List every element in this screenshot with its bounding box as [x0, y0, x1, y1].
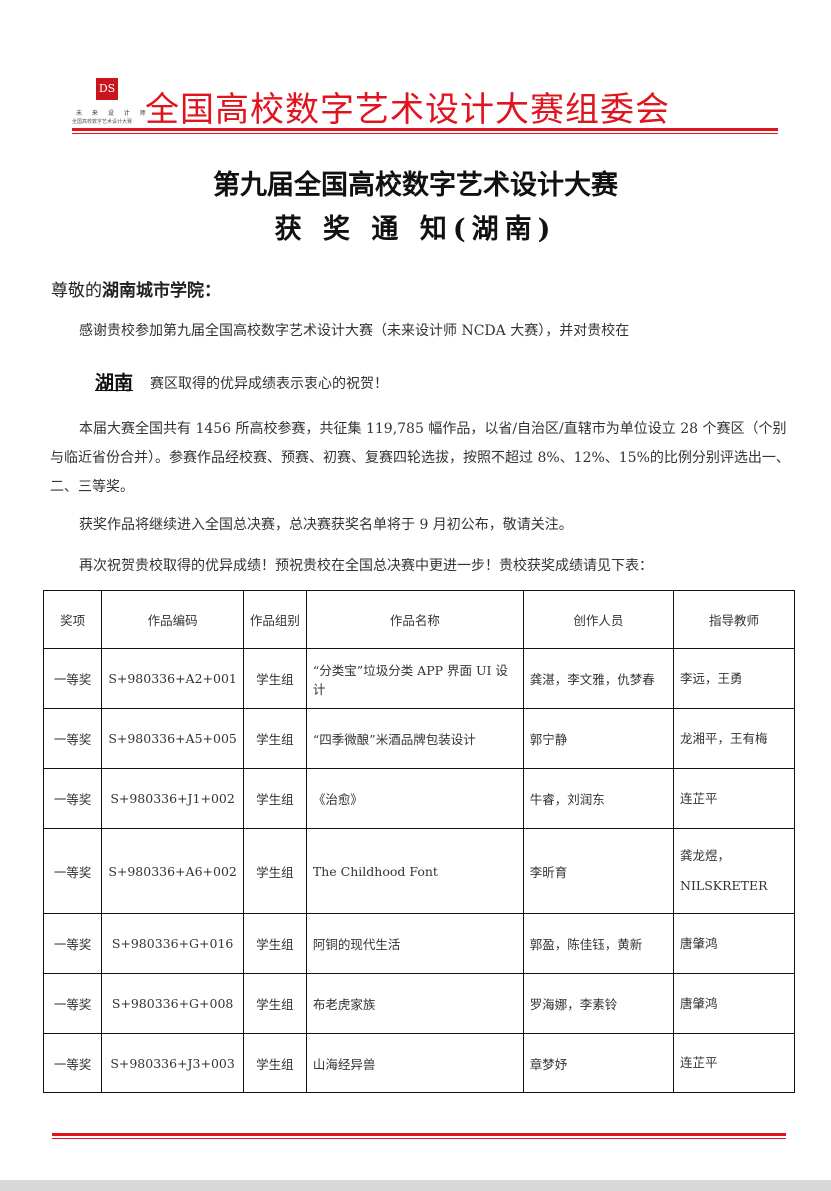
- table-cell: 一等奖: [42, 828, 103, 914]
- greeting: 尊敬的湖南城市学院：: [51, 276, 221, 301]
- table-cell: The Childhood Font: [305, 828, 524, 914]
- table-row: 一等奖 S+980336+J1+002 学生组 《治愈》 牛睿，刘润东 连芷平: [42, 768, 795, 829]
- table-cell: “分类宝”垃圾分类 APP 界面 UI 设计: [305, 648, 524, 709]
- paragraph-3: 本届大赛全国共有 1456 所高校参赛，共征集 119,785 幅作品，以省/自…: [50, 421, 790, 495]
- table-cell: 阿铜的现代生活: [305, 913, 524, 974]
- table-cell: 李远，王勇: [673, 648, 795, 709]
- header-divider: [72, 128, 778, 131]
- table-cell: S+980336+J3+003: [101, 1033, 244, 1093]
- table-cell: 龚湛，李文雅，仇梦春: [522, 648, 675, 709]
- footer-divider: [52, 1133, 786, 1136]
- greeting-suffix: ：: [204, 281, 221, 301]
- table-cell: 牛睿，刘润东: [522, 768, 675, 829]
- table-cell: 一等奖: [42, 1033, 103, 1093]
- region-name: 湖南: [95, 372, 134, 394]
- table-cell: 一等奖: [42, 648, 103, 709]
- paragraph-2: 赛区取得的优异成绩表示衷心的祝贺！: [150, 376, 388, 392]
- table-cell: 连芷平: [673, 768, 795, 829]
- table-cell: 学生组: [242, 973, 307, 1034]
- table-cell: 章梦妤: [522, 1033, 675, 1093]
- greeting-prefix: 尊敬的: [51, 281, 102, 301]
- table-cell: S+980336+A2+001: [101, 648, 244, 709]
- table-header-cell: 创作人员: [522, 590, 675, 649]
- table-row: 一等奖 S+980336+A2+001 学生组 “分类宝”垃圾分类 APP 界面 UI…: [42, 648, 795, 709]
- table-row: 一等奖 S+980336+A5+005 学生组 “四季微酿”米酒品牌包装设计 郭宁静 龙湘…: [42, 708, 795, 769]
- table-cell: S+980336+A5+005: [101, 708, 244, 769]
- table-header-cell: 指导教师: [673, 590, 795, 649]
- table-header-cell: 作品编码: [101, 590, 244, 649]
- table-cell: 学生组: [242, 828, 307, 914]
- table-cell: 郭盈，陈佳钰，黄新: [522, 913, 675, 974]
- table-cell: 布老虎家族: [305, 973, 524, 1034]
- doc-title: 第九届全国高校数字艺术设计大赛: [213, 170, 618, 201]
- table-cell: 一等奖: [42, 973, 103, 1034]
- doc-subtitle: 获 奖 通 知(湖南): [274, 214, 557, 245]
- table-cell: 连芷平: [673, 1033, 795, 1093]
- awards-table: 奖项 作品编码 作品组别 作品名称 创作人员 指导教师 一等奖 S+980336+A2+00…: [42, 590, 795, 1093]
- table-row: 一等奖 S+980336+A6+002 学生组 The Childhood Font 李…: [42, 828, 795, 914]
- table-header-cell: 作品名称: [305, 590, 524, 649]
- paragraph-4: 获奖作品将继续进入全国总决赛，总决赛获奖名单将于 9 月初公布，敬请关注。: [79, 517, 573, 533]
- table-cell: S+980336+G+016: [101, 913, 244, 974]
- table-row: 一等奖 S+980336+J3+003 学生组 山海经异兽 章梦妤 连芷平: [42, 1033, 795, 1093]
- table-cell: “四季微酿”米酒品牌包装设计: [305, 708, 524, 769]
- table-cell: 一等奖: [42, 913, 103, 974]
- table-cell: 学生组: [242, 648, 307, 709]
- org-name: 全国高校数字艺术设计大赛组委会: [145, 90, 670, 130]
- header-divider-thin: [72, 133, 778, 134]
- footer-divider-thin: [52, 1138, 786, 1139]
- table-cell: 唐肇鸿: [673, 913, 795, 974]
- table-cell: 学生组: [242, 708, 307, 769]
- logo: DS: [96, 78, 118, 100]
- table-cell: 唐肇鸿: [673, 973, 795, 1034]
- paragraph-1: 感谢贵校参加第九届全国高校数字艺术设计大赛（未来设计师 NCDA 大赛），并对贵…: [79, 323, 630, 339]
- table-row: 一等奖 S+980336+G+016 学生组 阿铜的现代生活 郭盈，陈佳钰，黄新 唐肇鸿: [42, 913, 795, 974]
- table-cell: 龙湘平，王有梅: [673, 708, 795, 769]
- logo-text: 未 来 设 计 师: [76, 110, 150, 117]
- table-cell: S+980336+A6+002: [101, 828, 244, 914]
- table-header-row: 奖项 作品编码 作品组别 作品名称 创作人员 指导教师: [42, 590, 795, 649]
- school-name: 湖南城市学院: [102, 281, 204, 301]
- table-cell: 一等奖: [42, 708, 103, 769]
- table-cell: 李昕育: [522, 828, 675, 914]
- table-cell: 龚龙煜，NILSKRETER: [673, 828, 795, 914]
- table-cell: 一等奖: [42, 768, 103, 829]
- table-cell: 学生组: [242, 768, 307, 829]
- logo-subtext: 全国高校数字艺术设计大赛: [72, 119, 133, 125]
- table-cell: 《治愈》: [305, 768, 524, 829]
- table-header-cell: 奖项: [42, 590, 103, 649]
- table-cell: 郭宁静: [522, 708, 675, 769]
- table-row: 一等奖 S+980336+G+008 学生组 布老虎家族 罗海娜，李素铃 唐肇鸿: [42, 973, 795, 1034]
- page-bottom-edge: [0, 1180, 831, 1191]
- table-header-cell: 作品组别: [242, 590, 307, 649]
- table-cell: 罗海娜，李素铃: [522, 973, 675, 1034]
- paragraph-5: 再次祝贺贵校取得的优异成绩！预祝贵校在全国总决赛中更进一步！贵校获奖成绩请见下表…: [79, 558, 653, 574]
- table-cell: S+980336+G+008: [101, 973, 244, 1034]
- table-cell: 学生组: [242, 1033, 307, 1093]
- table-cell: 学生组: [242, 913, 307, 974]
- table-cell: S+980336+J1+002: [101, 768, 244, 829]
- table-cell: 山海经异兽: [305, 1033, 524, 1093]
